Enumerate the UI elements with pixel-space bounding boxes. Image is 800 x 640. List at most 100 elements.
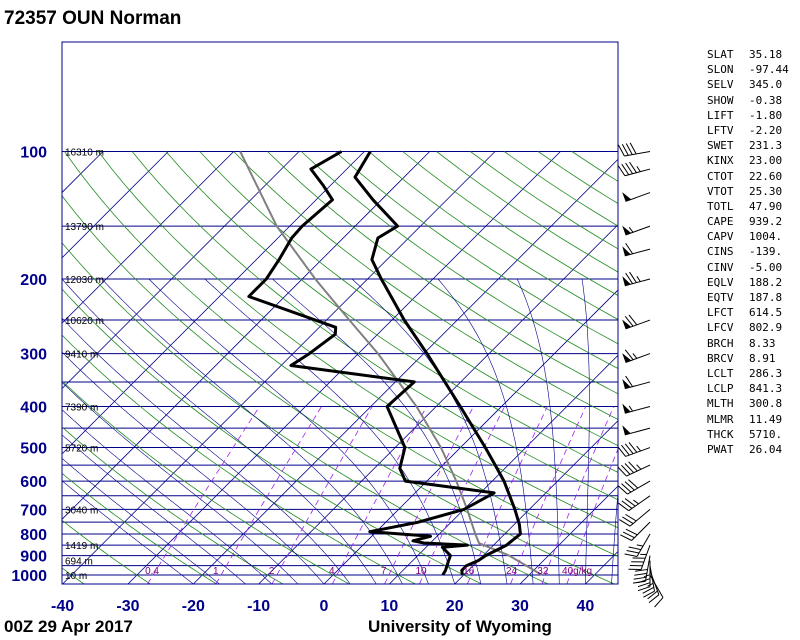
isotherm-line (519, 485, 618, 584)
temperature-tick-label: 10 (380, 598, 398, 615)
index-name: SLON (707, 63, 734, 77)
index-value: 23.00 (749, 154, 783, 168)
pressure-tick-label: 900 (20, 549, 47, 566)
barb-full (624, 315, 634, 327)
wind-barb-layer (617, 142, 664, 608)
index-name: EQTV (707, 291, 734, 304)
wind-barb (617, 479, 651, 495)
pressure-tick-label: 300 (20, 347, 47, 364)
barb-half (643, 574, 651, 578)
temperature-tick-label: -30 (116, 598, 139, 615)
isotherm-line (62, 151, 234, 324)
barb-half (628, 405, 634, 412)
pressure-tick-label: 400 (20, 399, 47, 416)
barb-full (628, 479, 639, 489)
mixing-ratio-label: 40g/kg (562, 566, 592, 577)
index-name: LFTV (707, 123, 734, 137)
barb-staff (625, 225, 651, 236)
isotherm-line (323, 289, 618, 584)
moist-adiabat (101, 278, 403, 584)
dry-adiabat (301, 151, 618, 369)
index-name: EQLV (707, 275, 734, 289)
moist-adiabat (62, 409, 272, 584)
chart-title: 72357 OUN Norman (4, 8, 182, 29)
barb-full (632, 580, 646, 584)
height-label: 5720 m (65, 444, 98, 455)
moist-adiabat (516, 278, 560, 584)
barb-full (625, 528, 638, 536)
barb-full (624, 498, 636, 507)
barb-full (617, 164, 626, 177)
wind-barb (642, 565, 656, 598)
barb-full (625, 513, 637, 522)
index-row: CAPE 939.2 (707, 215, 789, 230)
index-row: LFCT 614.5 (707, 306, 789, 321)
wind-barb (617, 442, 651, 457)
height-label: 3040 m (65, 505, 98, 516)
barb-full (625, 162, 634, 174)
index-row: LIFT -1.80 (707, 109, 789, 124)
dry-adiabat (267, 151, 618, 395)
moist-adiabat (62, 317, 351, 584)
barb-full (628, 461, 638, 472)
barb-full (628, 314, 638, 326)
height-label: 10620 m (65, 316, 104, 327)
index-value: -139. (749, 245, 783, 259)
temperature-tick-label: -20 (182, 598, 205, 615)
dry-adiabat (62, 334, 416, 584)
index-row: EQLV 188.2 (707, 276, 789, 291)
height-label: 16310 m (65, 148, 104, 159)
index-name: LCLP (707, 382, 734, 396)
index-row: CINS -139. (707, 245, 789, 260)
index-value: 5710. (749, 427, 783, 441)
moist-adiabat (581, 278, 590, 584)
index-value: 345.0 (749, 78, 783, 92)
mixing-ratio-line (510, 406, 587, 584)
barb-pennant (622, 319, 632, 329)
index-value: 300.8 (749, 397, 783, 411)
index-name: SELV (707, 78, 734, 92)
height-label: 13790 m (65, 222, 104, 233)
pressure-tick-label: 1000 (11, 568, 47, 585)
height-label: 9410 m (65, 350, 98, 361)
barb-staff (625, 353, 651, 363)
barb-full (624, 443, 634, 455)
isotherm-line (62, 151, 431, 520)
index-value: -2.20 (749, 123, 783, 137)
plot-frame (61, 41, 619, 585)
index-row: KINX 23.00 (707, 154, 789, 169)
index-row: LCLT 286.3 (707, 367, 789, 382)
dewpoint-profile-line (247, 150, 496, 576)
index-name: LIFT (707, 108, 734, 122)
moist-adiabat (62, 457, 220, 584)
moist-adiabat (437, 278, 534, 584)
mixing-ratio-line (541, 406, 615, 584)
temperature-tick-label: -10 (247, 598, 270, 615)
index-value: 286.3 (749, 366, 783, 380)
barb-staff (625, 447, 651, 457)
isotherm-line (454, 420, 618, 584)
index-value: 8.33 (749, 336, 776, 350)
dry-adiabat (131, 151, 618, 501)
barb-staff (627, 480, 651, 495)
isotherm-line (389, 354, 618, 584)
barb-pennant (622, 379, 631, 389)
wind-barb (619, 509, 651, 527)
index-name: MLMR (707, 412, 734, 426)
barb-full (620, 534, 632, 541)
barb-staff (640, 544, 651, 570)
barb-staff (631, 521, 651, 541)
barb-half (636, 445, 641, 452)
index-row: CINV -5.00 (707, 261, 789, 276)
index-name: CTOT (707, 169, 734, 183)
temperature-tick-label: -40 (51, 598, 74, 615)
wind-barb (617, 142, 651, 157)
barb-full (621, 464, 631, 475)
barb-full (643, 590, 655, 598)
index-row: THCK 5710. (707, 428, 789, 443)
temperature-tick-label: 0 (320, 598, 329, 615)
wind-barb (622, 425, 651, 436)
dry-adiabat (62, 380, 350, 584)
index-value: 47.90 (749, 199, 783, 213)
parcel-profile-line (239, 151, 543, 576)
